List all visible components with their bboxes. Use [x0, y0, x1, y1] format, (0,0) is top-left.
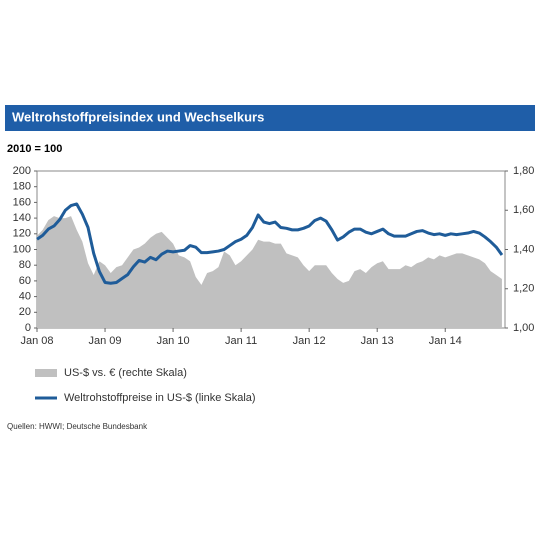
source: Quellen: HWWI; Deutsche Bundesbank — [7, 422, 148, 431]
x-tick-label: Jan 13 — [361, 335, 394, 347]
y2-tick-label: 1,20 — [513, 283, 534, 295]
legend-label: US-$ vs. € (rechte Skala) — [64, 367, 187, 379]
y-tick-label: 200 — [13, 165, 31, 177]
area — [37, 216, 502, 328]
y2-tick-label: 1,00 — [513, 322, 534, 334]
x-tick-label: Jan 10 — [157, 335, 190, 347]
y-tick-label: 20 — [19, 306, 31, 318]
chart-title: Weltrohstoffpreisindex und Wechselkurs — [12, 109, 264, 124]
y2-tick-label: 1,60 — [513, 204, 534, 216]
x-tick-label: Jan 14 — [429, 335, 462, 347]
chart-subtitle: 2010 = 100 — [7, 143, 62, 155]
y-tick-label: 160 — [13, 196, 31, 208]
title-banner — [5, 105, 535, 131]
y-tick-label: 100 — [13, 243, 31, 255]
y-tick-label: 180 — [13, 181, 31, 193]
y-tick-label: 0 — [25, 322, 31, 334]
y-tick-label: 120 — [13, 228, 31, 240]
y-tick-label: 140 — [13, 212, 31, 224]
x-tick-label: Jan 09 — [89, 335, 122, 347]
legend-swatch — [35, 369, 57, 377]
y-tick-label: 80 — [19, 259, 31, 271]
y2-tick-label: 1,40 — [513, 243, 534, 255]
x-tick-label: Jan 12 — [293, 335, 326, 347]
y2-tick-label: 1,80 — [513, 165, 534, 177]
x-tick-label: Jan 11 — [225, 335, 257, 347]
y-tick-label: 40 — [19, 291, 31, 303]
x-tick-label: Jan 08 — [20, 335, 53, 347]
line — [36, 202, 504, 285]
legend-label: Weltrohstoffpreise in US-$ (linke Skala) — [64, 392, 256, 404]
y-tick-label: 60 — [19, 275, 31, 287]
